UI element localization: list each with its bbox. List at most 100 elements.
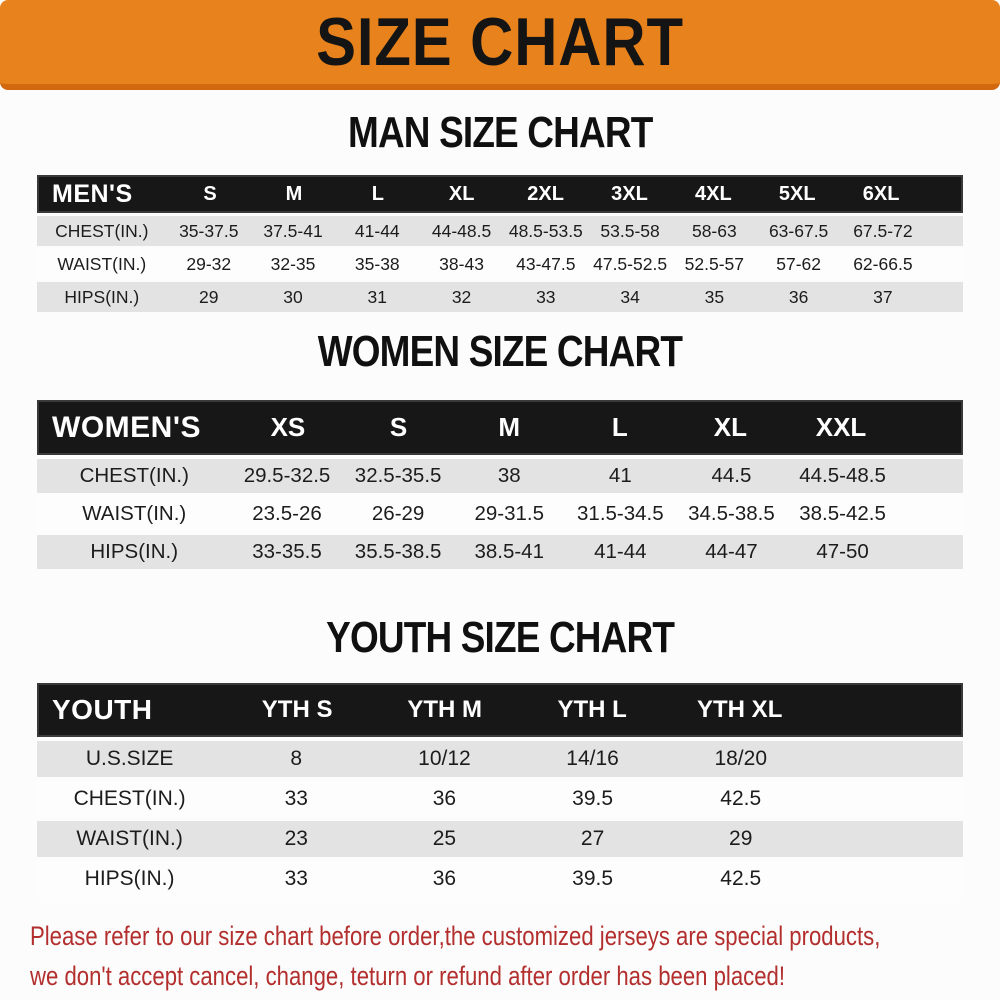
row-value: 8 [290, 747, 303, 770]
row-label: WAIST(IN.) [82, 502, 187, 525]
size-chart-banner-title: SIZE CHART [316, 4, 684, 80]
table-header-row: YOUTH YTH S YTH M YTH L YTH XL [37, 683, 963, 737]
table-row: WAIST(IN.) 29-32 32-35 35-38 38-43 43-47.5 47.… [37, 249, 963, 279]
youth-size-table: YOUTH YTH S YTH M YTH L YTH XL U.S.SIZE 8 10/12… [37, 683, 963, 897]
size-column-header: XS [270, 412, 306, 442]
table-header-row: MEN'S S M L XL 2XL 3XL 4XL 5XL 6XL [37, 175, 963, 213]
row-label: WAIST(IN.) [76, 827, 183, 850]
size-column-header: S [389, 412, 408, 442]
row-value: 29-32 [186, 253, 232, 274]
row-value: 33 [284, 787, 308, 810]
row-label: CHEST(IN.) [55, 220, 149, 241]
men-size-table: MEN'S S M L XL 2XL 3XL 4XL 5XL 6XL CHEST(IN.) 35-37… [37, 175, 963, 312]
row-value: 38.5-41 [474, 540, 544, 563]
row-value: 38-43 [439, 253, 484, 274]
row-value: 53.5-58 [600, 220, 660, 241]
row-value: 41-44 [354, 220, 400, 241]
row-value: 41-44 [594, 540, 647, 563]
row-value: 37.5-41 [263, 220, 323, 241]
youth-size-chart-title-text: YOUTH SIZE CHART [326, 613, 675, 662]
row-value: 32 [451, 286, 472, 307]
size-column-header: M [498, 412, 520, 442]
row-value: 52.5-57 [684, 253, 745, 274]
size-column-header: YTH S [261, 696, 333, 723]
table-row: WAIST(IN.) 23.5-26 26-29 29-31.5 31.5-34.5 34… [37, 497, 963, 531]
table-header-label: WOMEN'S [52, 410, 201, 444]
size-column-header: XL [448, 182, 475, 205]
table-row: CHEST(IN.) 35-37.5 37.5-41 41-44 44-48.5 48.5… [37, 216, 963, 246]
row-value: 29 [199, 286, 219, 307]
row-value: 41 [608, 464, 632, 487]
row-value: 57-62 [776, 253, 821, 274]
size-column-header: 2XL [527, 182, 564, 205]
row-value: 14/16 [566, 747, 619, 770]
row-value: 62-66.5 [853, 253, 913, 274]
row-label: CHEST(IN.) [79, 464, 189, 487]
row-label: CHEST(IN.) [73, 787, 186, 810]
row-value: 47-50 [816, 540, 869, 563]
table-header-label: MEN'S [52, 179, 133, 208]
row-value: 26-29 [371, 502, 425, 525]
table-header-label: YOUTH [52, 694, 153, 725]
table-row: CHEST(IN.) 29.5-32.5 32.5-35.5 38 41 44.5 44.5… [37, 459, 963, 493]
row-label: HIPS(IN.) [84, 867, 175, 890]
size-column-header: M [285, 182, 303, 205]
row-value: 43-47.5 [516, 253, 576, 274]
row-value: 32-35 [270, 253, 316, 274]
disclaimer-line-2: we don't accept cancel, change, teturn o… [30, 961, 786, 991]
size-column-header: 3XL [611, 182, 648, 205]
table-row: HIPS(IN.) 29 30 31 32 33 34 35 36 37 [37, 282, 963, 312]
size-column-header: L [371, 182, 384, 205]
row-value: 39.5 [572, 867, 614, 890]
row-value: 23.5-26 [252, 502, 322, 525]
row-label: HIPS(IN.) [64, 286, 140, 307]
row-value: 35.5-38.5 [354, 540, 442, 563]
row-value: 44-48.5 [431, 220, 492, 241]
row-value: 42.5 [720, 787, 762, 810]
man-size-chart-title-text: MAN SIZE CHART [347, 108, 653, 157]
size-column-header: YTH L [557, 696, 627, 723]
row-value: 23 [284, 827, 308, 850]
women-size-chart-title: WOMEN SIZE CHART [0, 327, 1000, 377]
row-value: 30 [283, 286, 303, 307]
row-value: 27 [580, 827, 605, 850]
size-column-header: 4XL [695, 182, 732, 205]
size-column-header: 5XL [778, 182, 816, 205]
row-value: 47.5-52.5 [593, 253, 668, 274]
table-row: HIPS(IN.) 33 36 39.5 42.5 [37, 861, 963, 897]
size-column-header: L [611, 412, 628, 442]
row-value: 31 [367, 286, 388, 307]
size-column-header: YTH M [407, 696, 482, 723]
row-value: 29-31.5 [474, 502, 544, 525]
row-value: 39.5 [572, 787, 614, 810]
disclaimer-note: Please refer to our size chart before or… [30, 916, 990, 996]
row-value: 37 [873, 286, 893, 307]
size-column-header: 6XL [862, 182, 900, 205]
row-value: 35 [704, 286, 725, 307]
row-label: WAIST(IN.) [57, 253, 147, 274]
row-value: 31.5-34.5 [577, 502, 664, 525]
row-value: 67.5-72 [853, 220, 913, 241]
table-row: WAIST(IN.) 23 25 27 29 [37, 821, 963, 857]
row-value: 29 [729, 827, 753, 850]
row-label: HIPS(IN.) [90, 540, 179, 563]
row-value: 44.5-48.5 [799, 464, 886, 487]
row-value: 38 [497, 464, 521, 487]
row-value: 18/20 [714, 747, 768, 770]
table-row: HIPS(IN.) 33-35.5 35.5-38.5 38.5-41 41-44 44-… [37, 535, 963, 569]
women-size-table: WOMEN'S XS S M L XL XXL CHEST(IN.) 29.5-32.5 32.5… [37, 400, 963, 569]
size-column-header: S [203, 182, 217, 205]
table-row: U.S.SIZE 8 10/12 14/16 18/20 [37, 741, 963, 777]
row-value: 44.5 [711, 464, 752, 487]
row-value: 58-63 [691, 220, 737, 241]
size-column-header: XXL [815, 412, 867, 442]
row-value: 33 [536, 286, 556, 307]
table-row: CHEST(IN.) 33 36 39.5 42.5 [37, 781, 963, 817]
row-value: 33 [284, 867, 308, 890]
row-value: 34 [620, 286, 640, 307]
row-value: 36 [788, 286, 809, 307]
youth-size-chart-title: YOUTH SIZE CHART [0, 613, 1000, 663]
row-value: 32.5-35.5 [354, 464, 442, 487]
row-value: 33-35.5 [252, 540, 322, 563]
